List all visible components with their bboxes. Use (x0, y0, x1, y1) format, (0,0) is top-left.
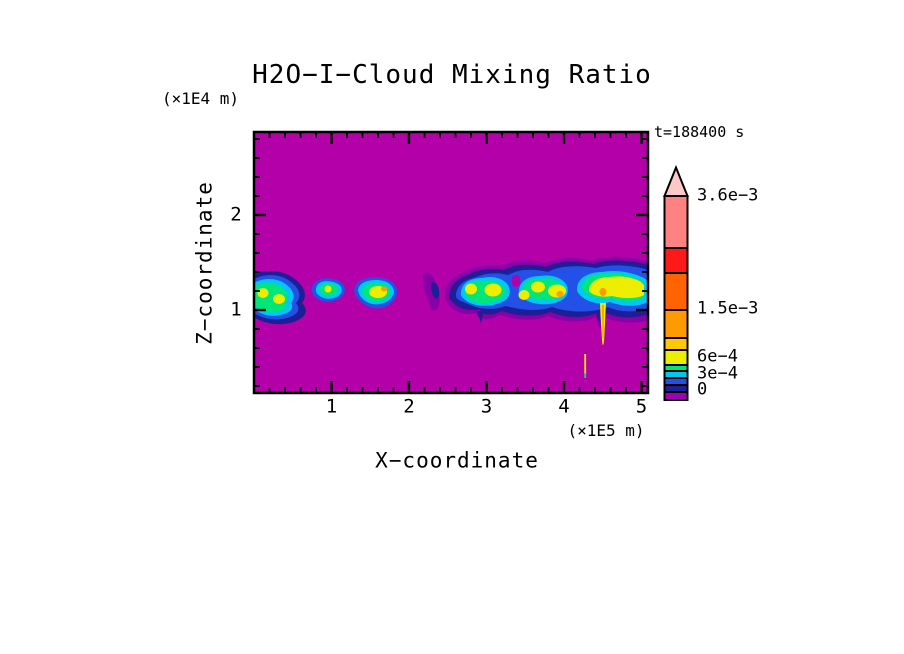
colorbar-value-label: 6e−4 (697, 346, 738, 367)
colorbar-segment-purple (663, 391, 689, 401)
x-tick-label: 5 (635, 395, 648, 418)
colorbar-segment-amber (663, 337, 689, 351)
colorbar-segment-cyan (663, 370, 689, 379)
colorbar-value-label: 1.5e−3 (697, 298, 759, 319)
x-tick-label: 3 (480, 395, 493, 418)
colorbar-segment-blue (663, 377, 689, 386)
colorbar-segment-yellow (663, 349, 689, 366)
x-axis-unit: (×1E5 m) (567, 421, 645, 440)
chart-title: H2O−I−Cloud Mixing Ratio (252, 60, 652, 90)
colorbar-segment-navy (663, 384, 689, 393)
z-tick-label: 1 (230, 298, 242, 321)
cloud-contours (254, 256, 648, 378)
x-tick-label: 4 (558, 395, 570, 418)
colorbar-segment-orange (663, 309, 689, 339)
colorbar-segment-red (663, 247, 689, 274)
x-tick-label: 1 (325, 395, 338, 418)
colorbar-segment-pink (663, 195, 689, 249)
colorbar-value-label: 3.6e−3 (697, 185, 759, 206)
colorbar-segment-darkorange (663, 272, 689, 311)
colorbar-value-label: 3e−4 (697, 363, 738, 384)
x-tick-label: 2 (403, 395, 415, 418)
colorbar-value-label: 0 (697, 379, 708, 400)
z-tick-label: 2 (230, 203, 242, 226)
z-axis-label: Z−coordinate (192, 181, 217, 345)
plot-frame (252, 130, 650, 395)
x-axis-label: X−coordinate (375, 448, 539, 473)
colorbar (663, 195, 689, 401)
z-axis-unit: (×1E4 m) (162, 89, 240, 108)
colorbar-arrow-icon (663, 164, 689, 197)
time-annotation: t=188400 s (654, 123, 745, 141)
